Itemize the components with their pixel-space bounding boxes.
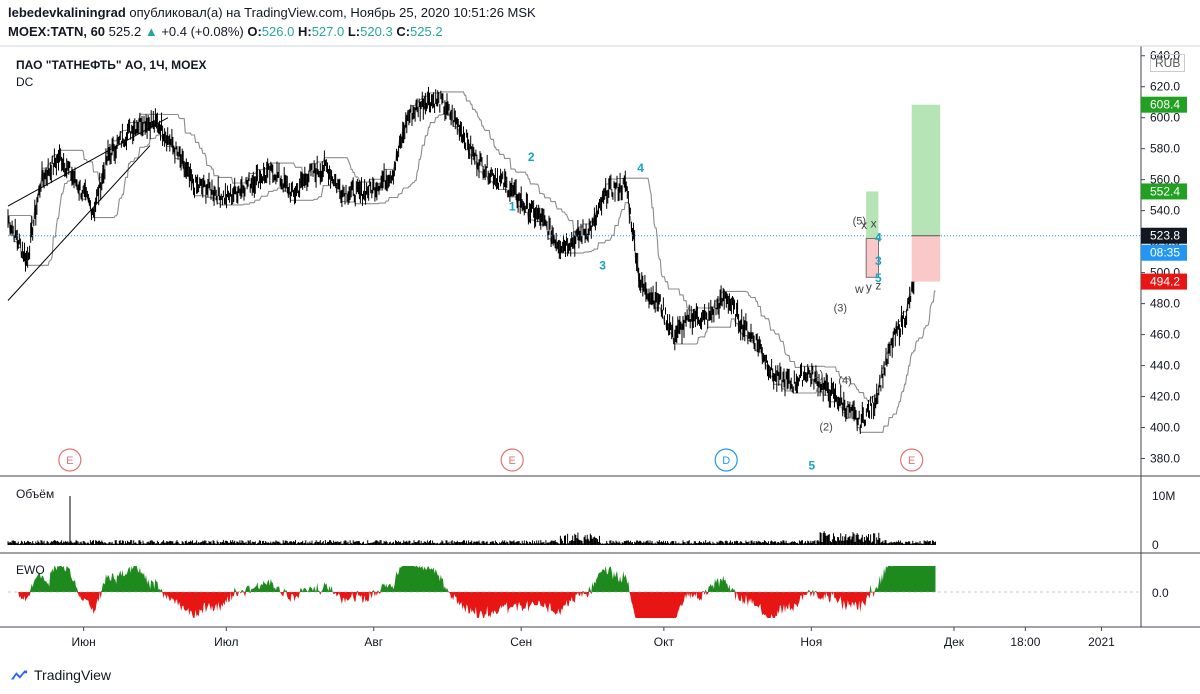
wave-label: 3 [875,254,882,268]
time-tick-label: Окт [654,635,675,649]
event-marker-label: E [508,455,515,467]
high-value: 527.0 [311,24,345,39]
wave-label: (3) [834,302,847,314]
long-position-stop-zone [911,235,941,282]
price-tick-label: 600.0 [1150,111,1180,125]
tradingview-logo-icon [10,670,28,680]
ohlc-bar: MOEX:TATN, 60 525.2 ▲ +0.4 (+0.08%) O:52… [8,24,443,39]
ewo-tick-zero: 0.0 [1152,586,1169,600]
countdown-tag-label: 08:35 [1150,246,1180,260]
price-tick-label: 440.0 [1150,359,1180,373]
price-tick-label: 480.0 [1150,297,1180,311]
ewo-negative-area [8,592,936,618]
publish-info: lebedevkaliningrad опубликовал(а) на Tra… [8,5,536,20]
donchian-upper-line [8,91,936,402]
event-marker-E [58,448,82,472]
small-target-zone [866,191,879,239]
wave-label: 3 [599,259,606,273]
time-tick-label: Июн [71,635,95,649]
wave-label: (5) [853,216,866,228]
wave-label: 2 [528,150,535,164]
low-label: L: [347,24,361,39]
footer-brand[interactable]: TradingView [10,667,111,683]
wave-label: x [861,218,867,232]
time-tick-label: Авг [364,635,383,649]
target2-level-tag-bg [1141,183,1187,200]
triangle-up-icon: ▲ [144,24,158,39]
high-label: H: [297,24,312,39]
wave-label: (4) [838,375,851,387]
wave-label: (2) [819,422,832,434]
event-marker-E [500,448,524,472]
symbol-label: MOEX:TATN, 60 [8,24,106,39]
last-price-tag-label: 523.8 [1150,229,1180,243]
countdown-tag-bg [1141,244,1187,261]
wave-label: (1) [810,369,823,381]
instrument-legend: ПАО "ТАТНЕФТЬ" АО, 1Ч, MOEX [16,58,207,72]
published-text: опубликовал(а) на TradingView.com, Ноябр… [129,5,536,20]
close-label: C: [396,24,411,39]
volume-tick-0: 0 [1152,538,1159,552]
wave-label: 4 [637,161,644,175]
event-marker-E [900,448,924,472]
trend-channel-upper [7,117,169,207]
time-tick-label: Сен [510,635,532,649]
time-tick-label: Июл [214,635,238,649]
last-price-tag-bg [1141,227,1187,244]
author-name[interactable]: lebedevkaliningrad [8,5,126,20]
target2-level-tag-label: 552.4 [1150,184,1180,198]
stop-level-tag-bg [1141,273,1187,290]
price-tick-label: 380.0 [1150,452,1180,466]
ewo-pane-title: EWO [16,563,45,577]
low-value: 520.3 [360,24,393,39]
change-value: +0.4 (+0.08%) [161,24,244,39]
wave-label: x [871,217,877,231]
wave-label: 5 [875,271,882,285]
price-tick-label: 580.0 [1150,142,1180,156]
trend-channel-lower [7,145,151,301]
event-marker-label: D [722,455,730,467]
price-tick-label: 400.0 [1150,421,1180,435]
wave-label: 4 [875,231,882,245]
brand-name: TradingView [34,667,112,683]
wave-label: 5 [808,458,815,472]
time-tick-label: 18:00 [1010,635,1040,649]
indicator-legend-dc: DC [16,75,34,89]
time-tick-label: 2021 [1088,635,1115,649]
time-tick-label: Дек [944,635,965,649]
volume-tick-10m: 10M [1152,489,1176,503]
price-tick-label: 420.0 [1150,390,1180,404]
small-stop-zone [865,238,879,278]
time-tick-label: Ноя [800,635,822,649]
volume-bars [7,531,936,545]
event-marker-label: E [66,455,73,467]
currency-label[interactable]: RUB [1150,54,1186,72]
price-tick-label: 640.0 [1150,49,1180,63]
price-tick-label: 460.0 [1150,328,1180,342]
event-marker-D [714,448,738,472]
target-level-tag-bg [1141,96,1187,113]
price-tick-label: 560.0 [1150,173,1180,187]
event-marker-label: E [908,455,915,467]
wave-label: w [854,282,864,296]
stop-level-tag-label: 494.2 [1150,275,1180,289]
volume-pane-title: Объём [16,487,55,501]
wave-label: z [875,279,881,293]
price-series-TATN [7,86,936,434]
wave-label: 1 [509,200,516,214]
ewo-positive-area [8,566,936,592]
last-price: 525.2 [108,24,142,39]
price-tick-label: 540.0 [1150,204,1180,218]
wave-label: y [866,280,872,294]
long-position-target-zone [911,104,941,236]
close-value: 525.2 [410,24,443,39]
open-label: O: [247,24,262,39]
target-level-tag-label: 608.4 [1150,98,1180,112]
price-tick-label: 620.0 [1150,80,1180,94]
open-value: 526.0 [261,24,295,39]
